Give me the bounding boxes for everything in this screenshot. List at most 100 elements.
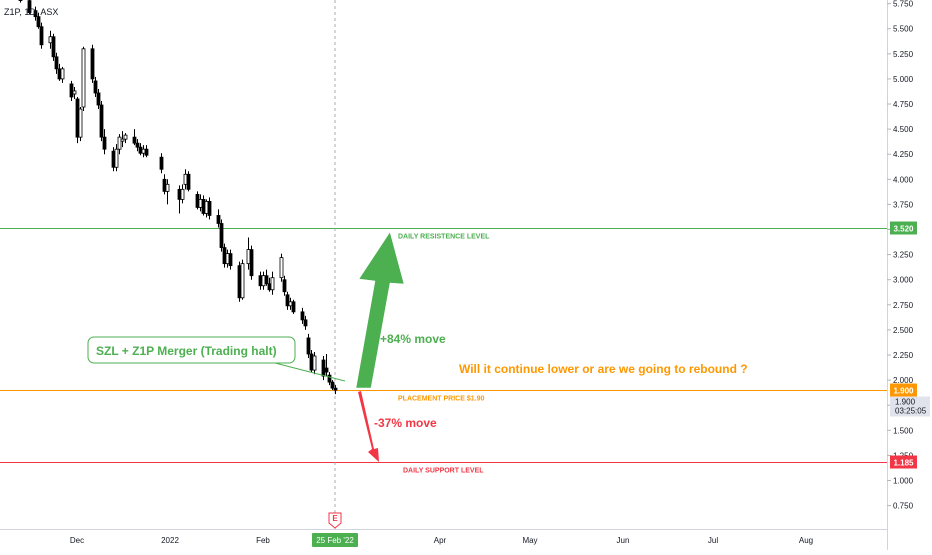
candle-body [333,387,338,391]
price-tick-label: 5.000 [893,75,914,84]
candle-body [204,200,209,214]
candle [180,184,185,204]
price-tick-label: 3.000 [893,276,914,285]
merger-callout-text: SZL + Z1P Merger (Trading halt) [96,344,277,358]
candle [102,129,107,155]
candle [267,277,272,292]
candle-body [60,68,65,80]
merger-callout-box [87,336,296,364]
time-label-highlight: 25 Feb '22 [316,536,354,545]
candle [162,174,167,195]
candle-body [90,48,95,80]
candles-layer[interactable] [18,0,338,395]
candle-body [198,198,203,208]
candle [195,191,200,210]
price-tick-label: 2.000 [893,376,914,385]
candle-body [309,353,314,371]
annotation-layer[interactable]: SZL + Z1P Merger (Trading halt) +84% move… [87,231,748,462]
candle-body [132,136,137,144]
candle-body [96,92,101,106]
price-tag-support [890,455,917,469]
time-label: 2022 [161,536,179,545]
candle [261,271,266,290]
candle [78,107,83,142]
candle [228,249,233,270]
candle-body [135,142,140,148]
candle [258,271,263,290]
candle-body [267,283,272,291]
time-axis[interactable]: Dec 2022 Feb 25 Feb '22 Apr May Jun Jul Aug [0,529,887,548]
candle [186,171,191,192]
candle [57,63,62,81]
candle [27,0,32,15]
candle [225,249,230,268]
candle-body [222,247,227,265]
candle-body [117,136,122,150]
price-tick-label: 4.250 [893,150,914,159]
candle [216,209,221,228]
candle [333,385,338,395]
candle [264,269,269,286]
question-text: Will it continue lower or are we going t… [459,362,748,376]
price-axis[interactable]: 5.750 5.500 5.250 5.000 4.750 4.500 4.250 4.000… [887,0,932,550]
candle-body [240,263,245,299]
candle [144,145,149,158]
candle-body [114,148,119,168]
up-move-label: +84% move [380,332,446,346]
candle [303,315,308,330]
current-price-box [890,396,930,417]
candle-body [162,178,167,192]
candle-body [207,200,212,216]
candle [291,299,296,314]
candle [240,259,245,300]
candle [72,86,77,99]
candle-body [144,148,149,156]
candle-body [165,183,170,192]
candle-body [300,311,305,321]
candle-body [270,277,275,291]
candle-body [324,367,329,373]
candle [111,147,116,172]
candle-body [225,253,230,265]
candle [36,12,41,29]
price-tag-resistance [890,221,917,235]
earnings-marker-label: E [332,514,338,523]
time-label: Dec [70,536,84,545]
price-tag-text-resistance: 3.520 [893,225,914,234]
candle-body [93,80,98,94]
candle [237,261,242,302]
candle-body [27,0,32,14]
price-tick-label: 2.750 [893,301,914,310]
candle-body [99,104,104,138]
candle-body [285,294,290,307]
level-lines: DAILY RESISTENCE LEVEL PLACEMENT PRICE $1… [0,228,887,475]
candle-body [282,279,287,293]
candle [99,100,104,142]
candle [81,46,86,112]
merger-callout-pointer [274,362,346,382]
level-label-support: DAILY SUPPORT LEVEL [403,468,484,475]
candle [39,22,44,49]
price-tick-label: 3.750 [893,200,914,209]
candle-body [75,98,80,138]
candle [159,153,164,174]
candle-body [195,193,200,208]
candle [300,307,305,324]
up-arrow [355,231,405,389]
candle [96,88,101,110]
candle-body [312,355,317,371]
candle [54,52,59,74]
candle-body [141,148,146,154]
candle [132,129,137,146]
price-tick-label: 4.500 [893,125,914,134]
candle [330,380,335,391]
candle-body [327,374,332,383]
price-tag-text-placement: 1.900 [893,387,914,396]
candle [222,243,227,268]
price-tick-label: 3.250 [893,251,914,260]
time-label: Jul [708,536,718,545]
price-tick-label: 2.250 [893,351,914,360]
candle [177,185,182,214]
candle [204,199,209,218]
